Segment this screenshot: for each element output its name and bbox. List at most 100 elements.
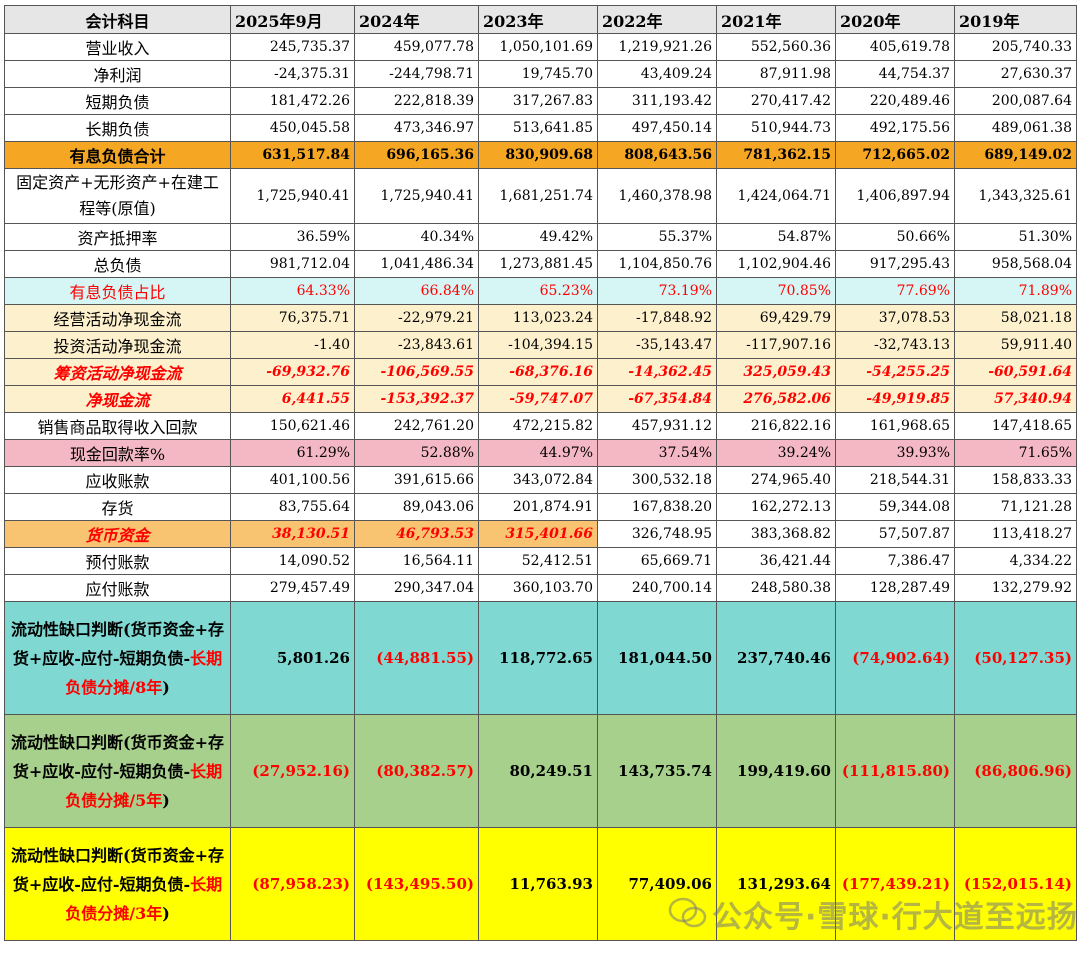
value-cell: 71.65% [954, 439, 1077, 467]
header-row: 会计科目 2025年9月 2024年 2023年 2022年 2021年 202… [4, 5, 1077, 34]
value-cell: 77.69% [835, 277, 955, 305]
value-cell: 830,909.68 [478, 141, 598, 169]
value-cell: 14,090.52 [230, 547, 355, 575]
row-label: 固定资产+无形资产+在建工程等(原值) [4, 168, 231, 224]
value-cell: -49,919.85 [835, 385, 955, 413]
value-cell: 59,344.08 [835, 493, 955, 521]
value-cell: -106,569.55 [354, 358, 479, 386]
value-cell: 150,621.46 [230, 412, 355, 440]
value-cell: 11,763.93 [478, 827, 598, 941]
value-cell: 1,343,325.61 [954, 168, 1077, 224]
row-label: 现金回款率% [4, 439, 231, 467]
row-label: 短期负债 [4, 87, 231, 115]
value-cell: 696,165.36 [354, 141, 479, 169]
value-cell: (177,439.21) [835, 827, 955, 941]
value-cell: 38,130.51 [230, 520, 355, 548]
value-cell: 552,560.36 [716, 33, 836, 61]
value-cell: 143,735.74 [597, 714, 717, 828]
table-row-net-profit: 净利润 -24,375.31 -244,798.71 19,745.70 43,409.… [4, 60, 1077, 88]
value-cell: -67,354.84 [597, 385, 717, 413]
row-label: 营业收入 [4, 33, 231, 61]
value-cell: -104,394.15 [478, 331, 598, 359]
value-cell: 1,406,897.94 [835, 168, 955, 224]
value-cell: -117,907.16 [716, 331, 836, 359]
table-row-op-cash: 经营活动净现金流 76,375.71 -22,979.21 113,023.24 -17… [4, 304, 1077, 332]
value-cell: 64.33% [230, 277, 355, 305]
value-cell: 808,643.56 [597, 141, 717, 169]
value-cell: 216,822.16 [716, 412, 836, 440]
row-label: 预付账款 [4, 547, 231, 575]
table-row-payables: 应付账款 279,457.49 290,347.04 360,103.70 240,70… [4, 574, 1077, 602]
value-cell: 39.93% [835, 439, 955, 467]
value-cell: (74,902.64) [835, 601, 955, 715]
value-cell: 1,424,064.71 [716, 168, 836, 224]
value-cell: 317,267.83 [478, 87, 598, 115]
value-cell: -244,798.71 [354, 60, 479, 88]
value-cell: 513,641.85 [478, 114, 598, 142]
gap-label-highlight: 长期负债分摊/5年 [65, 761, 223, 810]
value-cell: 245,735.37 [230, 33, 355, 61]
row-label: 销售商品取得收入回款 [4, 412, 231, 440]
table-row-cash: 货币资金 38,130.51 46,793.53 315,401.66 326,748.… [4, 520, 1077, 548]
table-body: 会计科目 2025年9月 2024年 2023年 2022年 2021年 202… [4, 5, 1077, 941]
value-cell: 311,193.42 [597, 87, 717, 115]
table-row-receivables: 应收账款 401,100.56 391,615.66 343,072.84 300,53… [4, 466, 1077, 494]
value-cell: 510,944.73 [716, 114, 836, 142]
value-cell: 4,334.22 [954, 547, 1077, 575]
gap-label-close: ) [162, 790, 170, 810]
value-cell: 44,754.37 [835, 60, 955, 88]
value-cell: 55.37% [597, 223, 717, 251]
value-cell: 1,273,881.45 [478, 250, 598, 278]
value-cell: 248,580.38 [716, 574, 836, 602]
value-cell: 50.66% [835, 223, 955, 251]
value-cell: 52.88% [354, 439, 479, 467]
value-cell: 71,121.28 [954, 493, 1077, 521]
value-cell: 37,078.53 [835, 304, 955, 332]
table-row-sales-cash: 销售商品取得收入回款 150,621.46 242,761.20 472,215.82… [4, 412, 1077, 440]
row-label: 长期负债 [4, 114, 231, 142]
value-cell: 279,457.49 [230, 574, 355, 602]
value-cell: 70.85% [716, 277, 836, 305]
value-cell: 405,619.78 [835, 33, 955, 61]
value-cell: 459,077.78 [354, 33, 479, 61]
value-cell: (86,806.96) [954, 714, 1077, 828]
value-cell: (87,958.23) [230, 827, 355, 941]
value-cell: 1,681,251.74 [478, 168, 598, 224]
value-cell: 128,287.49 [835, 574, 955, 602]
value-cell: 57,340.94 [954, 385, 1077, 413]
wechat-icon [668, 897, 707, 928]
value-cell: 917,295.43 [835, 250, 955, 278]
value-cell: (44,881.55) [354, 601, 479, 715]
header-year: 2024年 [354, 5, 479, 34]
value-cell: 36,421.44 [716, 547, 836, 575]
value-cell: 58,021.18 [954, 304, 1077, 332]
value-cell: -22,979.21 [354, 304, 479, 332]
gap-label-main: 流动性缺口判断(货币资金+存货+应收-应付-短期负债- [11, 619, 224, 668]
value-cell: 87,911.98 [716, 60, 836, 88]
value-cell: 39.24% [716, 439, 836, 467]
value-cell: 276,582.06 [716, 385, 836, 413]
value-cell: 132,279.92 [954, 574, 1077, 602]
value-cell: 1,725,940.41 [230, 168, 355, 224]
value-cell: 77,409.06 [597, 827, 717, 941]
value-cell: 83,755.64 [230, 493, 355, 521]
row-label: 有息负债占比 [4, 277, 231, 305]
value-cell: 1,050,101.69 [478, 33, 598, 61]
value-cell: 36.59% [230, 223, 355, 251]
value-cell: 113,418.27 [954, 520, 1077, 548]
value-cell: -54,255.25 [835, 358, 955, 386]
value-cell: -23,843.61 [354, 331, 479, 359]
value-cell: 65.23% [478, 277, 598, 305]
gap-label-close: ) [162, 903, 170, 923]
value-cell: 7,386.47 [835, 547, 955, 575]
value-cell: 16,564.11 [354, 547, 479, 575]
value-cell: 6,441.55 [230, 385, 355, 413]
watermark-text: 公众号·雪球·行大道至远扬 [712, 900, 1078, 935]
value-cell: 1,102,904.46 [716, 250, 836, 278]
value-cell: 492,175.56 [835, 114, 955, 142]
value-cell: 689,149.02 [954, 141, 1077, 169]
table-row-inv-cash: 投资活动净现金流 -1.40 -23,843.61 -104,394.15 -35,14… [4, 331, 1077, 359]
value-cell: 450,045.58 [230, 114, 355, 142]
value-cell: (27,952.16) [230, 714, 355, 828]
value-cell: 66.84% [354, 277, 479, 305]
